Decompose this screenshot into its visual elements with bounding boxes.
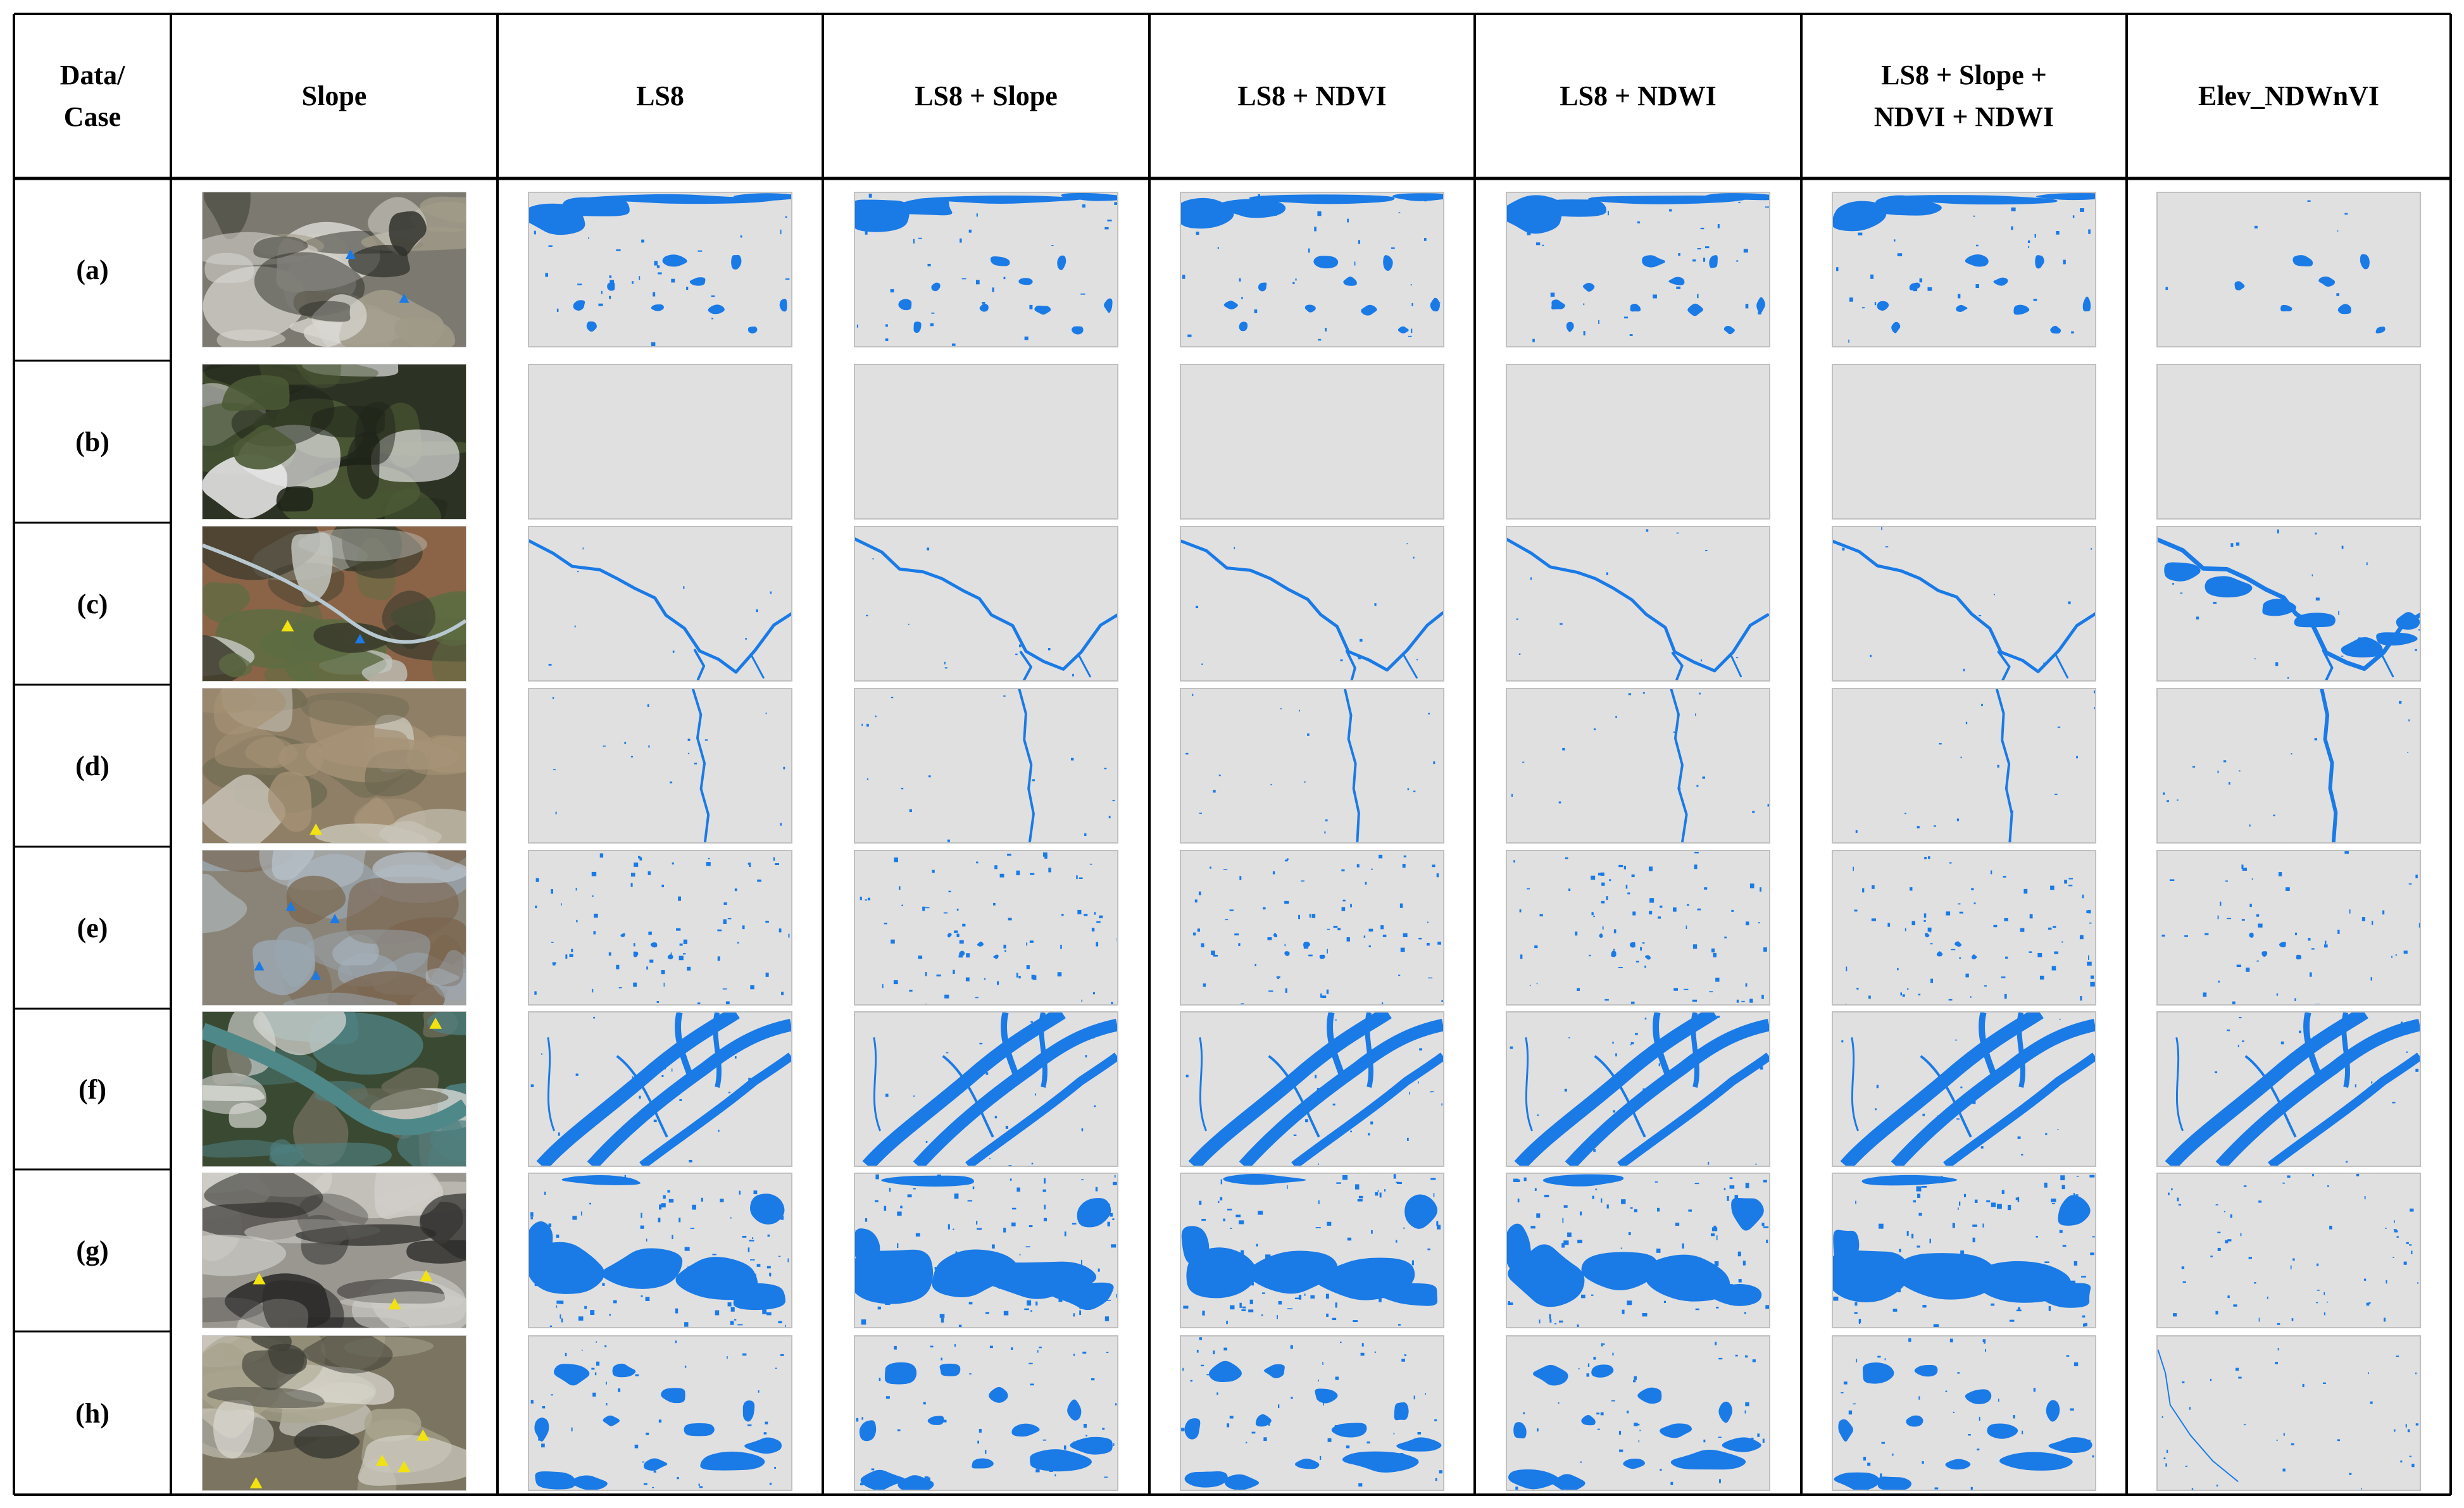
water-map [854, 364, 1118, 520]
water-map [1180, 688, 1444, 844]
water-map [2156, 688, 2421, 844]
water-map [528, 364, 792, 520]
water-map [528, 1335, 792, 1491]
slope-image [202, 526, 466, 682]
water-map [1832, 688, 2096, 844]
water-map [528, 1011, 792, 1167]
row-label: (e) [77, 912, 108, 944]
column-header: LS8 + NDWI [1560, 80, 1717, 111]
water-map [854, 192, 1118, 347]
row-label: (c) [77, 588, 108, 620]
water-map [2156, 192, 2421, 347]
water-map [1180, 1011, 1444, 1167]
column-header: LS8 + NDVI [1237, 80, 1387, 111]
water-map [2156, 1011, 2421, 1167]
column-header: Elev_NDWnVI [2198, 80, 2380, 111]
row-label: (d) [75, 750, 109, 782]
water-map [1506, 1011, 1770, 1167]
water-map [1180, 1173, 1444, 1328]
water-map [2156, 526, 2421, 682]
row-label: (b) [75, 426, 109, 458]
row-label: (f) [78, 1073, 106, 1105]
column-header: LS8 + Slope + NDVI + NDWI [1873, 59, 2054, 132]
water-map [1832, 850, 2096, 1006]
water-map [854, 688, 1118, 844]
slope-image [202, 1335, 466, 1491]
water-map [1832, 364, 2096, 520]
water-map [1180, 192, 1444, 347]
water-map [1506, 688, 1770, 844]
row-label: (g) [76, 1235, 109, 1266]
water-map [1506, 364, 1770, 520]
slope-image [202, 850, 466, 1006]
water-map [1180, 850, 1444, 1006]
water-map [528, 850, 792, 1006]
row-label: (h) [75, 1397, 109, 1429]
slope-image [202, 1011, 466, 1167]
water-map [1832, 192, 2096, 347]
column-header: Slope [301, 80, 367, 111]
water-map [2156, 1173, 2421, 1328]
water-map [1506, 526, 1770, 682]
water-map [1180, 1335, 1444, 1491]
column-header: Data/ Case [59, 59, 125, 132]
slope-image [202, 688, 466, 844]
water-map [1832, 1335, 2096, 1491]
water-map [528, 688, 792, 844]
column-header: LS8 + Slope [915, 80, 1058, 111]
water-map [2156, 850, 2421, 1006]
water-map [854, 850, 1118, 1006]
water-map [1832, 1173, 2096, 1328]
water-map [2156, 1335, 2421, 1491]
water-map [1180, 364, 1444, 520]
water-map [854, 1173, 1118, 1328]
water-map [1506, 850, 1770, 1006]
slope-image [202, 1173, 466, 1328]
water-map [1832, 526, 2096, 682]
water-map [1506, 1173, 1770, 1328]
water-map [1506, 1335, 1770, 1491]
water-map [1180, 526, 1444, 682]
row-label: (a) [76, 254, 109, 285]
water-map [528, 1173, 792, 1328]
water-map [1832, 1011, 2096, 1167]
water-map [854, 1335, 1118, 1491]
water-map [1506, 192, 1770, 347]
water-map [2156, 364, 2421, 520]
slope-image [202, 192, 466, 347]
water-map [854, 526, 1118, 682]
water-map [528, 526, 792, 682]
slope-image [202, 364, 466, 520]
water-map [854, 1011, 1118, 1167]
water-map [528, 192, 792, 347]
column-header: LS8 [636, 80, 684, 111]
